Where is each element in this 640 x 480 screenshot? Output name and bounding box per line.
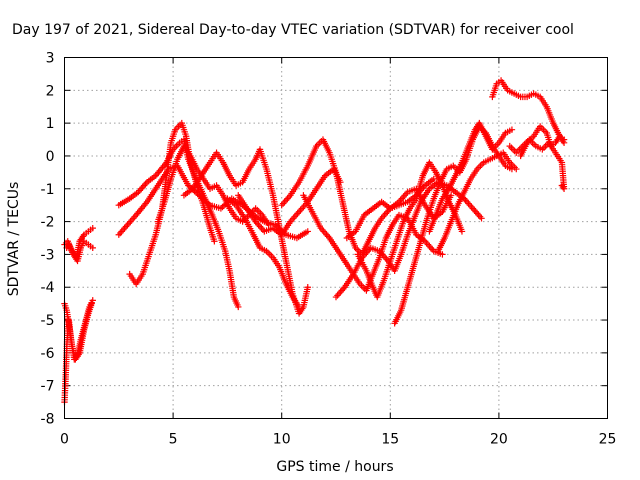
y-tick-label: -7 [41,379,55,395]
series-arc4 [61,300,95,363]
series-arc21 [506,136,568,192]
data-point [295,303,303,311]
y-tick-label: 3 [46,51,55,67]
data-point [304,284,311,291]
x-tick-label: 15 [381,432,399,448]
data-point [513,165,520,173]
series-arc17 [426,119,516,235]
y-tick-label: -2 [41,215,55,231]
data-point [430,175,437,183]
data-point [478,215,485,222]
y-tick-label: -3 [41,247,55,263]
series-arc22 [343,185,455,242]
data-point [508,126,516,133]
data-point [458,228,466,235]
grid [64,57,608,419]
series-arc7 [126,119,218,288]
data-point [211,238,218,245]
data-point [558,182,566,189]
data-point [89,224,96,232]
series-arc19 [489,77,568,147]
y-tick-label: 1 [46,116,55,132]
y-tick-label: 0 [46,149,55,165]
x-tick-label: 5 [169,432,178,448]
x-axis-label: GPS time / hours [276,459,393,475]
y-tick-label: 2 [46,83,55,99]
series-arc13 [300,192,446,294]
data-points [61,77,568,406]
plot-frame [64,57,608,419]
x-tick-label: 20 [490,432,508,448]
y-tick-label: -8 [41,412,55,428]
y-axis-label: SDTVAR / TECUs [6,182,22,297]
data-point [235,303,242,311]
series-arc10 [224,195,303,311]
series-arc11 [235,165,344,238]
data-point [88,300,95,307]
series-arc2 [63,238,96,265]
y-tick-label: -6 [41,346,55,362]
x-tick-label: 0 [60,432,69,448]
chart-title: Day 197 of 2021, Sidereal Day-to-day VTE… [12,22,574,38]
data-point [439,251,446,258]
series-arc9 [180,146,311,317]
y-tick-label: -5 [41,313,55,329]
data-point [89,297,96,304]
data-point [304,228,311,235]
y-tick-label: -1 [41,182,55,198]
data-point [89,244,96,252]
data-point [447,192,455,199]
data-point [560,136,568,143]
y-tick-label: -4 [41,280,55,296]
series-arc18 [434,149,520,255]
x-tick-label: 10 [273,432,291,448]
x-tick-label: 25 [599,432,617,448]
